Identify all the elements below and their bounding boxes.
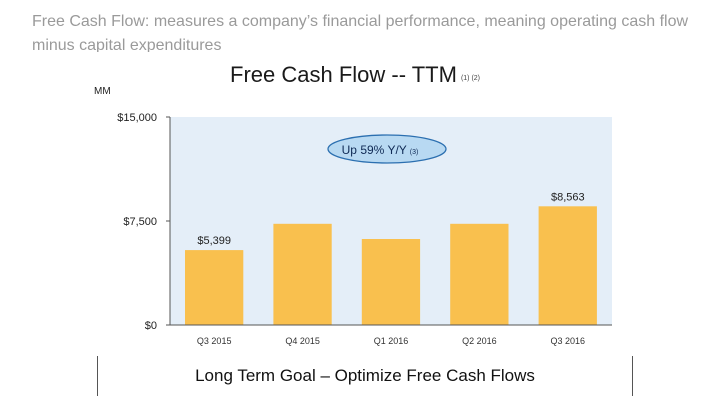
bar-0 (185, 250, 244, 325)
x-tick-label-4: Q3 2016 (551, 336, 586, 346)
annotation-ellipse (327, 134, 447, 164)
bar-2 (361, 239, 421, 325)
x-tick-label-3: Q2 2016 (462, 336, 497, 346)
x-axis: Q3 2015 Q4 2015 Q1 2016 Q2 2016 Q3 2016 (170, 324, 612, 346)
y-tick-label-2: $15,000 (117, 112, 157, 124)
y-tick-label-1: $7,500 (123, 216, 157, 228)
annotation-footnote: (3) (410, 149, 419, 156)
annotation-badge: Up 59% Y/Y (3) (327, 134, 447, 164)
data-label-0: $5,399 (197, 235, 231, 247)
bars-group (185, 206, 597, 325)
x-tick-label-2: Q1 2016 (374, 336, 409, 346)
unit-label: MM (94, 86, 111, 97)
title-footnote: (1) (2) (460, 75, 481, 82)
bar-4 (538, 206, 597, 325)
y-tick-label-0: $0 (145, 320, 157, 332)
long-term-goal-text: Long Term Goal – Optimize Free Cash Flow… (195, 366, 535, 385)
x-tick-label-1: Q4 2015 (285, 336, 320, 346)
y-axis: $0 $7,500 $15,000 (117, 112, 171, 332)
bar-1 (273, 223, 332, 325)
chart-title-text: Free Cash Flow -- TTM (230, 62, 457, 87)
bar-3 (450, 223, 509, 325)
annotation-main: Up 59% Y/Y (342, 143, 407, 157)
long-term-goal-box: Long Term Goal – Optimize Free Cash Flow… (97, 356, 633, 396)
data-label-4: $8,563 (551, 191, 585, 203)
data-labels-group: $5,399 $8,563 (197, 191, 584, 247)
chart-title: Free Cash Flow -- TTM (1) (2) (230, 62, 480, 88)
caption-text: Free Cash Flow: measures a company’s fin… (32, 13, 689, 52)
x-tick-label-0: Q3 2015 (197, 336, 232, 346)
annotation-text: Up 59% Y/Y (3) (342, 143, 419, 157)
